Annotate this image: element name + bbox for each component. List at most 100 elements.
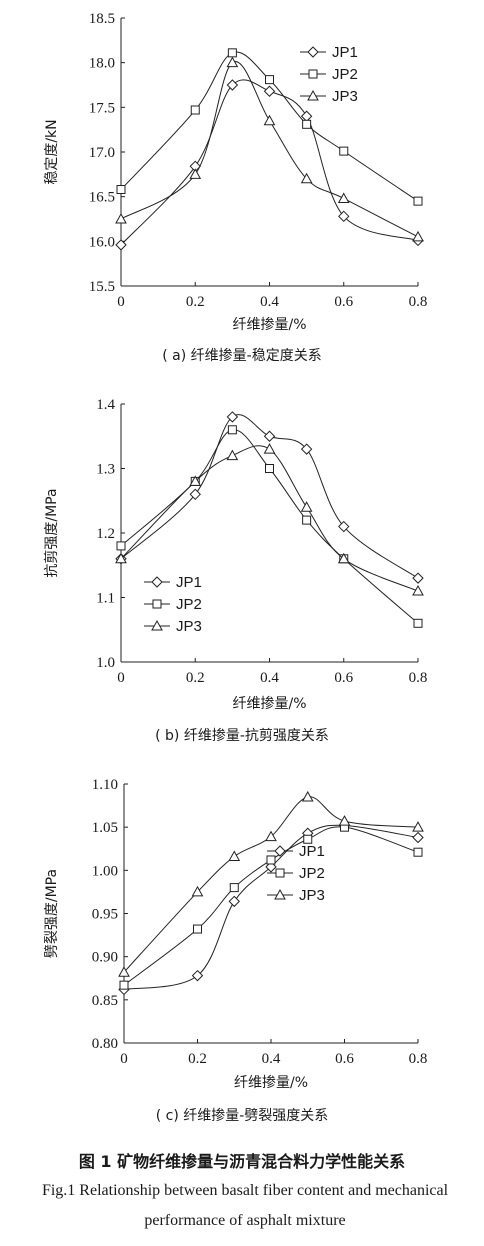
- legend-label: JP2: [176, 596, 202, 613]
- data-point-JP3: [337, 552, 350, 564]
- y-axis-label: 抗剪强度/MPa: [44, 488, 60, 577]
- data-point-JP3: [226, 56, 239, 68]
- legend: JP1 JP2 JP3: [267, 843, 325, 904]
- x-tick-label: 0.2: [188, 1051, 207, 1067]
- legend-marker-JP1: [274, 845, 286, 857]
- data-point-JP1: [300, 110, 313, 122]
- data-point-JP2: [229, 883, 239, 893]
- figure-caption-en: Fig.1 Relationship between basalt fiber …: [41, 1182, 449, 1229]
- x-tick-label: 0.8: [409, 294, 428, 310]
- chart-panel-1: 15.5 16.0 16.5 17.0 17.5 18.0 18.5 0 0.2 0.4 0.6 0.…: [44, 11, 427, 364]
- data-point-JP3: [115, 552, 127, 564]
- data-point-JP2: [339, 146, 349, 156]
- data-point-JP1: [300, 443, 313, 455]
- legend-marker-JP3: [151, 619, 163, 631]
- data-point-JP2: [302, 515, 312, 525]
- figure-caption-cn: 图 1 矿物纤维掺量与沥青混合料力学性能关系: [78, 1152, 406, 1171]
- x-tick-label: 0.4: [260, 294, 279, 310]
- chart-subtitle: ( c) 纤维掺量-劈裂强度关系: [156, 1107, 329, 1124]
- data-point-JP2: [116, 185, 126, 195]
- y-tick-label: 17.0: [89, 145, 115, 161]
- data-point-JP1: [412, 831, 424, 844]
- data-point-JP2: [413, 618, 423, 628]
- legend: JP1 JP2 JP3: [144, 574, 202, 635]
- x-axis-label: 纤维掺量/%: [232, 316, 306, 333]
- data-point-JP2: [303, 834, 313, 844]
- data-point-JP2: [266, 855, 276, 865]
- data-point-JP3: [226, 449, 239, 461]
- y-tick-label: 18.5: [89, 11, 115, 27]
- data-point-JP2: [190, 105, 200, 115]
- data-point-JP3: [301, 790, 314, 802]
- y-tick-label: 1.3: [96, 462, 115, 478]
- data-point-JP1: [189, 488, 201, 501]
- data-point-JP1: [226, 79, 239, 91]
- data-point-JP1: [412, 572, 424, 584]
- series-line-JP2: [120, 51, 419, 202]
- data-point-JP3: [118, 966, 130, 977]
- y-tick-label: 0.90: [92, 950, 118, 966]
- data-point-JP2: [302, 119, 312, 129]
- legend-label: JP1: [332, 44, 358, 61]
- legend-label: JP3: [176, 618, 202, 635]
- x-tick-label: 0.8: [409, 1051, 428, 1067]
- y-tick-label: 1.4: [96, 397, 115, 413]
- data-point-JP3: [412, 821, 424, 832]
- data-point-JP3: [189, 168, 202, 179]
- data-point-JP1: [226, 411, 239, 423]
- y-tick-label: 16.5: [89, 190, 115, 206]
- data-point-JP3: [337, 192, 350, 203]
- data-point-JP1: [263, 85, 276, 97]
- data-point-JP3: [191, 885, 204, 897]
- y-axis-label: 稳定度/kN: [44, 119, 60, 184]
- legend-label: JP1: [299, 843, 325, 860]
- chart-subtitle: ( a) 纤维掺量-稳定度关系: [162, 347, 321, 364]
- x-axis-label: 纤维掺量/%: [232, 695, 306, 712]
- data-point-JP1: [115, 239, 127, 251]
- data-point-JP3: [300, 172, 313, 184]
- data-point-JP2: [227, 425, 237, 435]
- legend-marker-JP3: [274, 888, 286, 900]
- data-point-JP1: [338, 520, 350, 533]
- figure-charts: 15.516.016.517.017.518.018.50 0.2 0.4 0.6 0.…: [43, 11, 428, 1124]
- y-tick-label: 0.95: [92, 907, 118, 923]
- x-tick-label: 0: [117, 670, 125, 686]
- x-tick-label: 0.6: [334, 294, 353, 310]
- chart-panel-3: 0.80 0.85 0.90 0.95 1.00 1.05 1.10 0 0.2 0.4 0.6 0.…: [43, 777, 427, 1124]
- data-point-JP3: [228, 850, 241, 862]
- legend-label: JP2: [332, 66, 358, 83]
- legend-label: JP3: [299, 887, 325, 904]
- data-point-JP3: [412, 585, 424, 596]
- x-tick-label: 0: [120, 1051, 128, 1067]
- data-point-JP2: [119, 980, 129, 990]
- y-tick-label: 1.00: [92, 863, 118, 879]
- legend-marker-JP1: [307, 46, 319, 58]
- y-tick-label: 15.5: [89, 279, 115, 295]
- x-tick-label: 0.2: [186, 670, 205, 686]
- data-point-JP1: [228, 895, 240, 908]
- legend-marker-JP1: [151, 576, 163, 588]
- x-tick-label: 0.8: [409, 670, 428, 686]
- y-tick-label: 1.2: [96, 526, 115, 542]
- data-point-JP2: [227, 48, 237, 58]
- legend-label: JP3: [332, 88, 358, 105]
- x-tick-label: 0.2: [186, 294, 205, 310]
- data-point-JP3: [338, 815, 351, 826]
- x-tick-label: 0.4: [260, 670, 279, 686]
- chart-subtitle: ( b) 纤维掺量-抗剪强度关系: [155, 727, 329, 744]
- data-point-JP3: [412, 230, 424, 242]
- x-axis-label: 纤维掺量/%: [234, 1074, 308, 1091]
- data-point-JP1: [191, 969, 204, 982]
- legend-label: JP1: [176, 574, 202, 591]
- data-point-JP2: [193, 924, 202, 934]
- x-tick-label: 0: [117, 294, 125, 310]
- data-point-JP1: [263, 430, 276, 442]
- data-point-JP2: [265, 464, 274, 473]
- y-tick-label: 18.0: [89, 56, 115, 72]
- data-point-JP3: [300, 501, 313, 512]
- y-tick-label: 0.80: [92, 1036, 118, 1052]
- data-point-JP2: [265, 75, 274, 85]
- y-tick-label: 16.0: [89, 234, 115, 250]
- y-tick-label: 1.1: [96, 591, 115, 607]
- legend: JP1 JP2 JP3: [300, 44, 358, 105]
